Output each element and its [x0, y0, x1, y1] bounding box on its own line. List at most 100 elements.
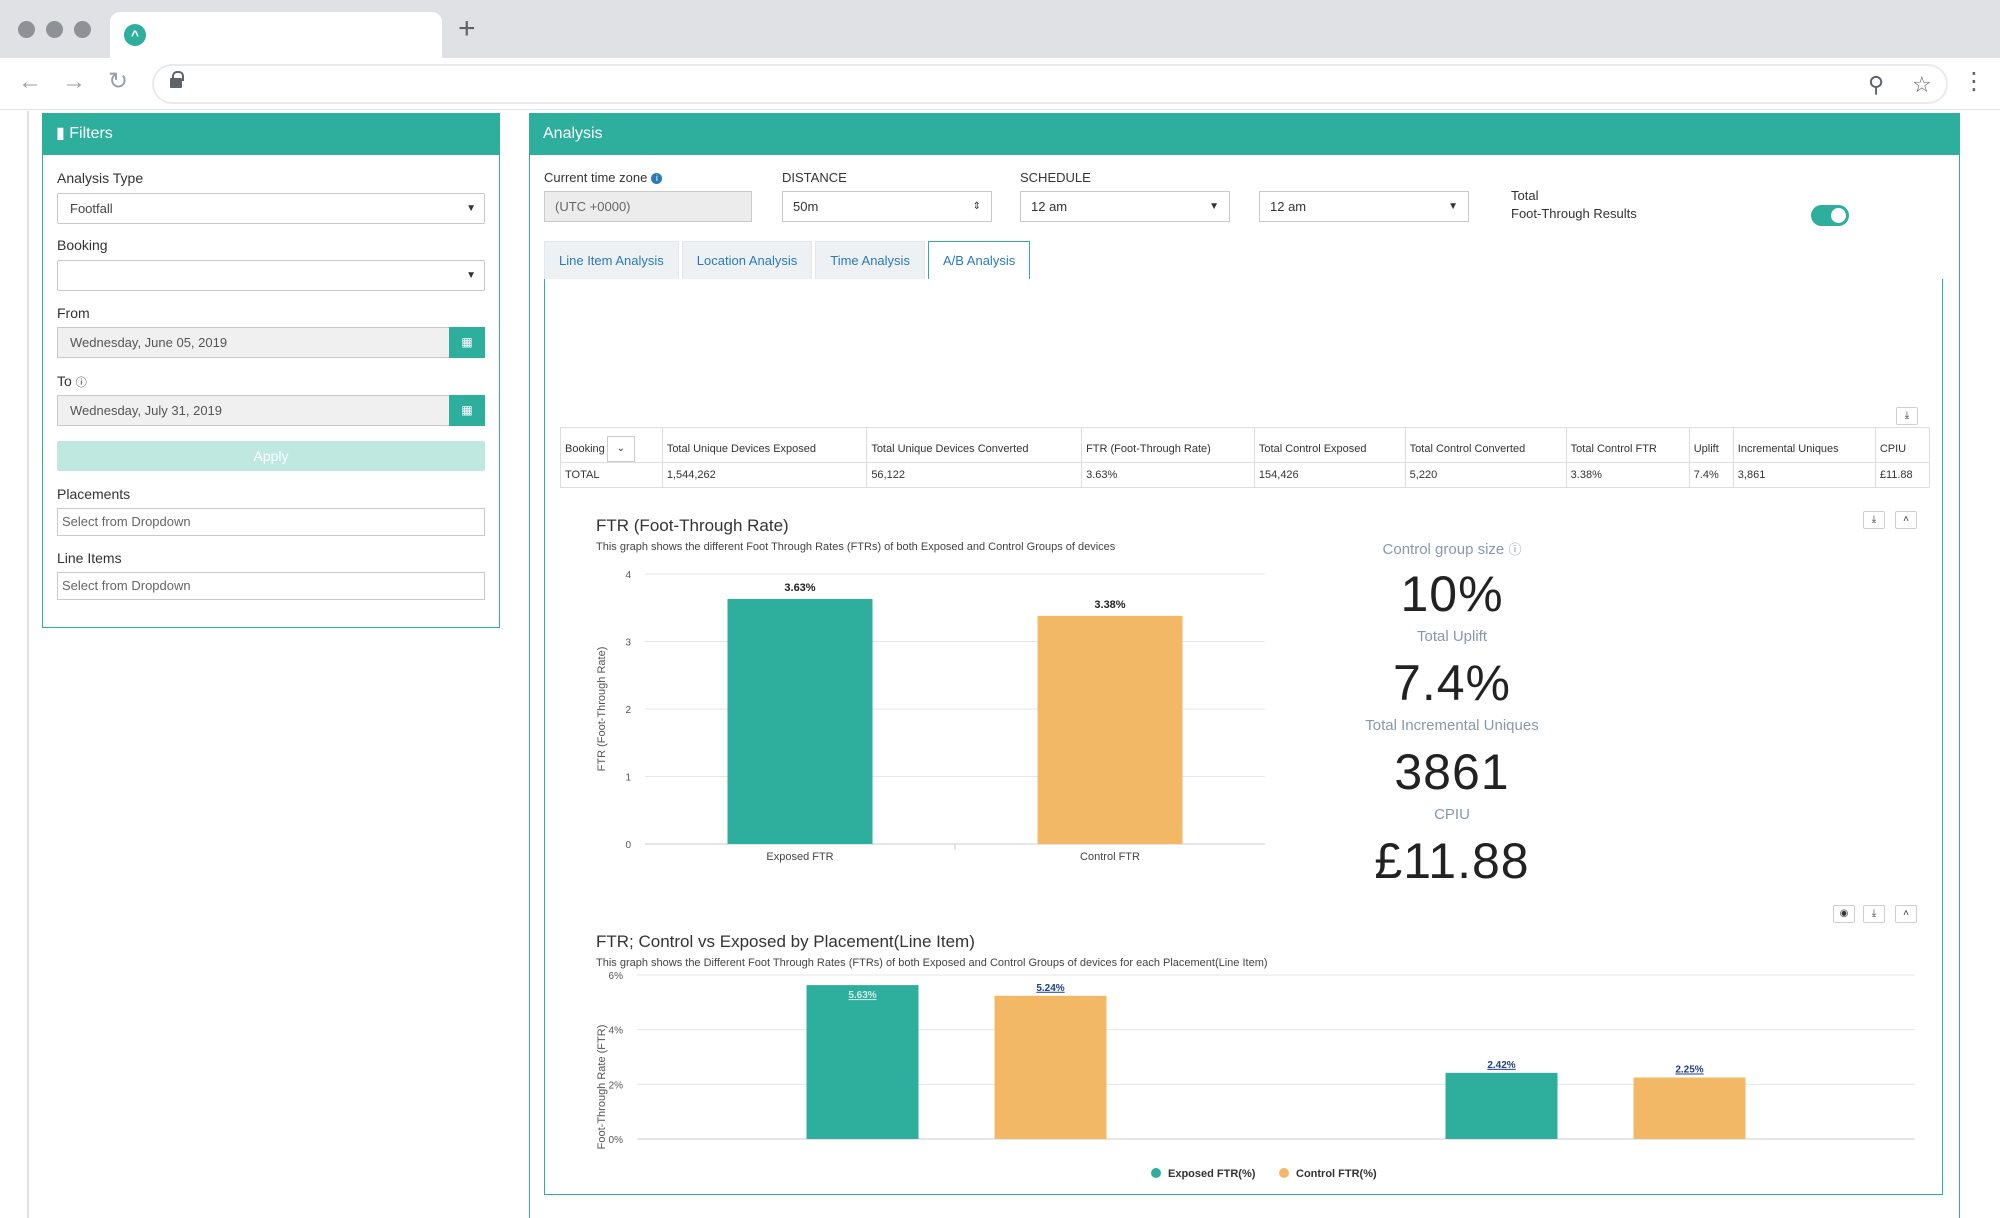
legend-marker — [1151, 1168, 1161, 1178]
filter-icon: ▮ — [56, 125, 70, 142]
control-group-size-text: Control group size — [1382, 541, 1505, 558]
apply-button[interactable]: Apply — [57, 441, 485, 471]
placement-chart-title: FTR; Control vs Exposed by Placement(Lin… — [596, 932, 975, 951]
total-label-line1: Total — [1511, 188, 1539, 203]
legend-marker — [1279, 1168, 1289, 1178]
chevron-down-icon: ▼ — [466, 270, 476, 281]
download-icon[interactable]: ⤓ — [1863, 511, 1885, 529]
ab-analysis-content: ⤓ Booking ⌄ Total Unique Devices Exposed … — [544, 279, 1943, 1195]
to-date-value: Wednesday, July 31, 2019 — [70, 403, 223, 418]
from-date-value: Wednesday, June 05, 2019 — [70, 335, 228, 350]
forward-icon[interactable]: → — [62, 68, 86, 95]
placements-label: Placements — [57, 486, 131, 502]
y-axis-label: FTR (Foot-Through Rate) — [596, 647, 608, 772]
total-incremental-uniques-value: 3861 — [1394, 744, 1510, 800]
bar — [806, 985, 919, 1139]
y-tick-label: 1 — [625, 773, 631, 784]
to-label: To ⓘ — [57, 373, 87, 390]
chevron-down-icon[interactable]: ⌄ — [606, 436, 635, 462]
calendar-icon[interactable]: ▦ — [449, 395, 485, 426]
schedule-to-select[interactable]: 12 am ▼ — [1259, 191, 1469, 222]
back-icon[interactable]: ← — [18, 68, 42, 95]
info-icon: ⓘ — [75, 377, 87, 389]
analysis-type-label: Analysis Type — [57, 170, 144, 186]
minimize-window-button[interactable] — [46, 21, 63, 38]
zoom-icon[interactable]: ⚲ — [1868, 72, 1885, 97]
eye-icon[interactable]: ◉ — [1833, 905, 1855, 923]
total-ftr-label: Total Foot-Through Results — [1511, 187, 1637, 223]
info-icon: i — [651, 173, 663, 184]
calendar-icon[interactable]: ▦ — [449, 327, 485, 358]
y-tick-label: 2% — [609, 1080, 624, 1091]
total-ftr-toggle[interactable] — [1811, 205, 1849, 226]
new-tab-button[interactable]: + — [458, 12, 476, 45]
from-date-input[interactable]: Wednesday, June 05, 2019 ▦ — [57, 327, 485, 358]
download-icon[interactable]: ⤓ — [1863, 905, 1885, 923]
total-label-line2: Foot-Through Results — [1511, 206, 1637, 221]
table-header-row: Booking ⌄ Total Unique Devices Exposed To… — [560, 427, 1931, 463]
schedule-label: SCHEDULE — [1020, 170, 1091, 185]
y-tick-label: 0% — [609, 1135, 624, 1146]
tab-line-item-analysis[interactable]: Line Item Analysis — [544, 241, 679, 279]
address-bar[interactable]: ⚲ ☆ — [152, 64, 1948, 104]
browser-toolbar: ← → ↻ ⚲ ☆ ⋮ — [0, 58, 2000, 110]
timezone-label-text: Current time zone — [544, 170, 648, 185]
window-controls — [18, 21, 91, 38]
booking-label: Booking — [57, 237, 108, 253]
booking-select[interactable]: ▼ — [57, 260, 485, 291]
bar — [1037, 615, 1183, 844]
maximize-window-button[interactable] — [74, 21, 91, 38]
browser-tab[interactable]: ^ — [110, 12, 442, 58]
tab-time-analysis[interactable]: Time Analysis — [815, 241, 925, 279]
tab-ab-analysis[interactable]: A/B Analysis — [927, 241, 1031, 279]
chevron-down-icon: ▼ — [466, 203, 476, 214]
download-icon[interactable]: ⤓ — [1896, 407, 1918, 425]
timezone-field: (UTC +0000) — [544, 191, 752, 222]
filters-title: Filters — [69, 125, 113, 142]
y-tick-label: 0 — [625, 840, 631, 851]
bookmark-star-icon[interactable]: ☆ — [1912, 72, 1932, 97]
data-label: 3.63% — [784, 582, 815, 594]
analysis-type-select[interactable]: Footfall ▼ — [57, 193, 485, 224]
table-row: TOTAL 1,544,262 56,122 3.63% 154,426 5,2… — [560, 462, 1931, 488]
table-cell: 1,544,262 — [661, 462, 868, 488]
to-label-text: To — [57, 373, 72, 389]
schedule-from-select[interactable]: 12 am ▼ — [1020, 191, 1230, 222]
y-tick-label: 4% — [609, 1026, 624, 1037]
total-uplift-value: 7.4% — [1393, 655, 1511, 711]
analysis-header: Analysis — [529, 113, 1960, 155]
page-divider — [27, 111, 29, 1218]
browser-tab-strip: ^ + — [0, 0, 2000, 58]
reload-icon[interactable]: ↻ — [108, 68, 129, 95]
distance-select[interactable]: 50m ⇕ — [782, 191, 992, 222]
line-items-dropdown[interactable]: Select from Dropdown — [57, 572, 485, 600]
data-label: 5.24% — [1036, 983, 1064, 994]
total-incremental-uniques-label: Total Incremental Uniques — [1365, 717, 1539, 734]
table-header-cell[interactable]: Booking ⌄ — [560, 427, 663, 463]
data-label: 2.25% — [1675, 1065, 1703, 1076]
cpiu-value: £11.88 — [1374, 833, 1530, 889]
table-cell: 154,426 — [1253, 462, 1406, 488]
collapse-icon[interactable]: ˄ — [1895, 511, 1917, 529]
collapse-icon[interactable]: ˄ — [1895, 905, 1917, 923]
to-date-input[interactable]: Wednesday, July 31, 2019 ▦ — [57, 395, 485, 426]
control-group-size-value: 10% — [1400, 566, 1504, 622]
line-items-label: Line Items — [57, 550, 122, 566]
analysis-type-value: Footfall — [70, 201, 113, 216]
close-window-button[interactable] — [18, 21, 35, 38]
legend-label: Control FTR(%) — [1296, 1168, 1377, 1180]
cpiu-label: CPIU — [1434, 806, 1470, 823]
analysis-tabs: Line Item Analysis Location Analysis Tim… — [544, 241, 1031, 279]
tab-location-analysis[interactable]: Location Analysis — [681, 241, 813, 279]
table-header-cell: Incremental Uniques — [1732, 427, 1876, 463]
distance-value: 50m — [793, 199, 819, 214]
total-uplift-label: Total Uplift — [1416, 628, 1488, 645]
browser-menu-icon[interactable]: ⋮ — [1962, 68, 1986, 95]
placements-dropdown[interactable]: Select from Dropdown — [57, 508, 485, 536]
table-cell: 3.38% — [1565, 462, 1690, 488]
chevron-down-icon: ▼ — [1448, 201, 1458, 212]
y-axis-label: Foot-Through Rate (FTR) — [596, 1025, 608, 1150]
table-cell: 7.4% — [1688, 462, 1734, 488]
table-cell: 3,861 — [1732, 462, 1876, 488]
table-header-cell: Total Control Exposed — [1253, 427, 1406, 463]
